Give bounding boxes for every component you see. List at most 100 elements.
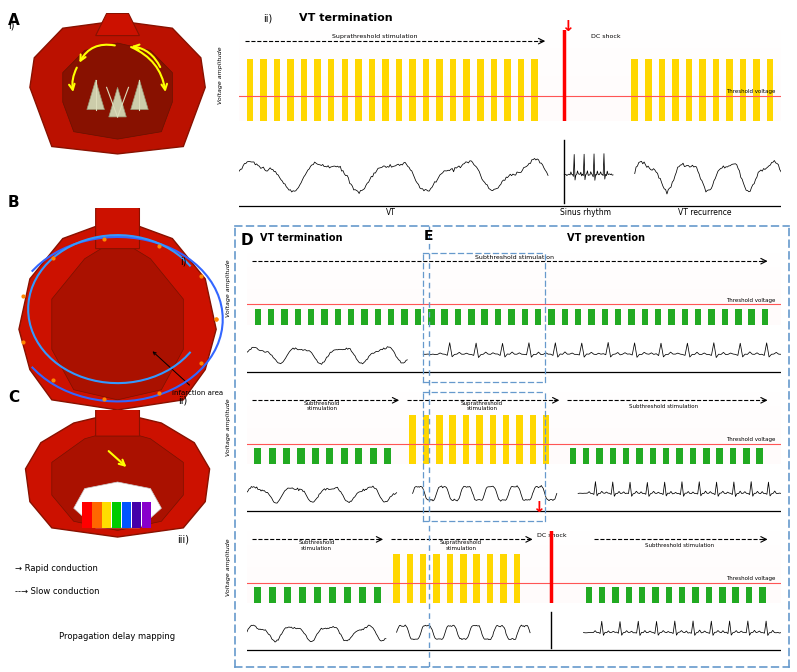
Bar bbox=[247, 563, 781, 566]
Bar bbox=[623, 448, 630, 464]
Bar bbox=[681, 308, 688, 325]
Text: Voltage amplitude: Voltage amplitude bbox=[226, 538, 231, 595]
Bar bbox=[602, 308, 608, 325]
Text: Threshold voltage: Threshold voltage bbox=[726, 89, 775, 94]
Bar bbox=[321, 308, 328, 325]
Bar bbox=[247, 545, 781, 549]
Bar bbox=[442, 308, 448, 325]
Bar bbox=[247, 300, 781, 303]
Text: ↓: ↓ bbox=[560, 19, 573, 34]
Bar bbox=[247, 253, 781, 256]
Bar bbox=[420, 554, 426, 603]
Bar bbox=[612, 587, 618, 603]
Bar bbox=[335, 308, 341, 325]
Bar bbox=[239, 30, 781, 35]
Bar bbox=[239, 80, 781, 85]
Bar bbox=[374, 587, 381, 603]
Bar bbox=[450, 415, 456, 464]
Bar bbox=[570, 448, 576, 464]
Bar bbox=[359, 587, 366, 603]
Bar bbox=[247, 446, 781, 450]
Text: i): i) bbox=[8, 21, 14, 31]
Bar bbox=[762, 308, 768, 325]
Bar bbox=[513, 554, 520, 603]
Bar bbox=[575, 308, 581, 325]
Bar bbox=[247, 460, 781, 464]
Bar bbox=[717, 448, 723, 464]
Bar bbox=[312, 448, 319, 464]
Text: Threshold voltage: Threshold voltage bbox=[726, 298, 775, 303]
Bar bbox=[247, 549, 781, 552]
Text: Propagation delay mapping: Propagation delay mapping bbox=[60, 632, 175, 641]
Text: Suprathreshold
stimulation: Suprathreshold stimulation bbox=[440, 540, 481, 550]
Bar bbox=[767, 59, 773, 121]
Bar bbox=[247, 282, 781, 285]
Bar bbox=[406, 554, 413, 603]
Bar bbox=[301, 59, 308, 121]
Bar bbox=[247, 450, 781, 453]
Text: Subthreshold stimulation: Subthreshold stimulation bbox=[629, 404, 698, 409]
Polygon shape bbox=[52, 239, 183, 400]
Bar bbox=[672, 59, 678, 121]
Bar bbox=[615, 308, 622, 325]
Bar bbox=[247, 288, 781, 292]
Text: VT termination: VT termination bbox=[261, 233, 343, 243]
Bar bbox=[434, 554, 440, 603]
Bar bbox=[247, 571, 781, 574]
Bar bbox=[247, 538, 781, 542]
Text: D: D bbox=[241, 233, 253, 248]
Bar bbox=[410, 59, 416, 121]
Polygon shape bbox=[108, 87, 127, 117]
Bar bbox=[274, 59, 281, 121]
Bar bbox=[699, 59, 705, 121]
Bar bbox=[268, 308, 274, 325]
Bar bbox=[481, 308, 488, 325]
Bar bbox=[645, 59, 651, 121]
Bar bbox=[239, 44, 781, 48]
Text: C: C bbox=[8, 390, 19, 405]
Text: E: E bbox=[424, 228, 434, 243]
Text: VT termination: VT termination bbox=[300, 13, 393, 24]
Bar bbox=[247, 321, 781, 325]
Bar bbox=[239, 67, 781, 71]
Bar bbox=[388, 308, 395, 325]
Bar bbox=[247, 285, 781, 288]
Bar bbox=[653, 587, 659, 603]
Bar bbox=[315, 59, 321, 121]
Bar bbox=[329, 587, 336, 603]
Bar bbox=[732, 587, 739, 603]
Bar bbox=[142, 501, 151, 528]
Text: ↓: ↓ bbox=[532, 500, 544, 515]
Bar bbox=[247, 271, 781, 274]
Bar bbox=[283, 448, 290, 464]
Bar bbox=[460, 554, 466, 603]
Bar bbox=[247, 267, 781, 271]
Text: VT recurrence: VT recurrence bbox=[678, 208, 732, 217]
Text: Subthreshold
stimulation: Subthreshold stimulation bbox=[298, 540, 335, 550]
Text: iii): iii) bbox=[177, 534, 189, 544]
Bar bbox=[543, 415, 549, 464]
Polygon shape bbox=[26, 413, 210, 537]
Bar bbox=[501, 554, 507, 603]
Bar bbox=[685, 59, 692, 121]
Bar bbox=[239, 116, 781, 121]
Bar bbox=[703, 448, 709, 464]
Bar bbox=[247, 456, 781, 460]
Bar bbox=[693, 587, 699, 603]
Polygon shape bbox=[87, 80, 104, 110]
Bar bbox=[239, 57, 781, 62]
Bar bbox=[610, 448, 616, 464]
Bar bbox=[254, 308, 261, 325]
Bar bbox=[631, 59, 638, 121]
Polygon shape bbox=[30, 21, 206, 154]
Bar bbox=[521, 308, 528, 325]
Polygon shape bbox=[63, 43, 172, 139]
Bar bbox=[239, 93, 781, 98]
Bar bbox=[239, 75, 781, 80]
Bar bbox=[261, 59, 267, 121]
Text: B: B bbox=[8, 195, 20, 210]
Bar bbox=[247, 542, 781, 545]
Bar bbox=[247, 263, 781, 267]
Bar bbox=[247, 599, 781, 603]
Bar bbox=[596, 448, 603, 464]
